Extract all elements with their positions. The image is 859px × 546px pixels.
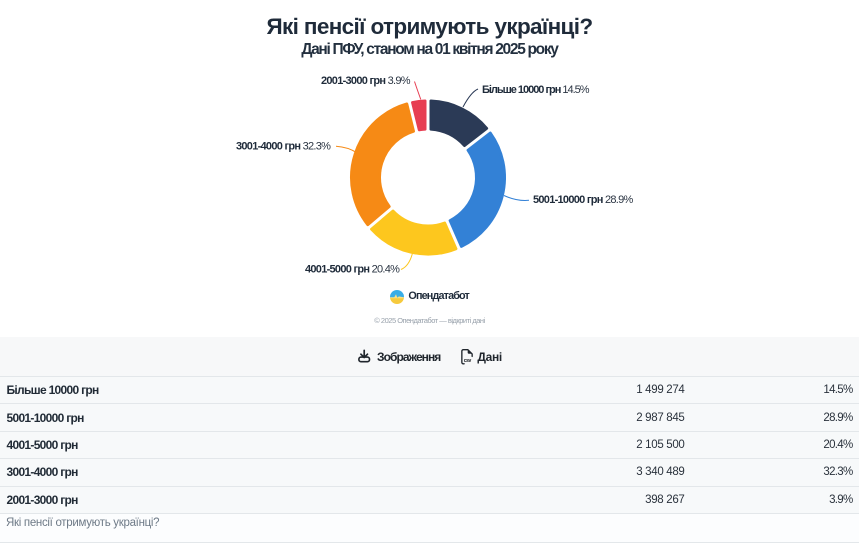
- svg-text:5001-10000 грн 28.9%: 5001-10000 грн 28.9%: [533, 194, 634, 206]
- svg-text:3001-4000 грн 32.3%: 3001-4000 грн 32.3%: [236, 141, 331, 153]
- svg-text:Більше 10000 грн 14.5%: Більше 10000 грн 14.5%: [482, 84, 590, 96]
- svg-text:4001-5000 грн 20.4%: 4001-5000 грн 20.4%: [305, 264, 400, 276]
- svg-text:csv: csv: [464, 358, 472, 364]
- svg-text:2001-3000 грн 3.9%: 2001-3000 грн 3.9%: [321, 75, 411, 87]
